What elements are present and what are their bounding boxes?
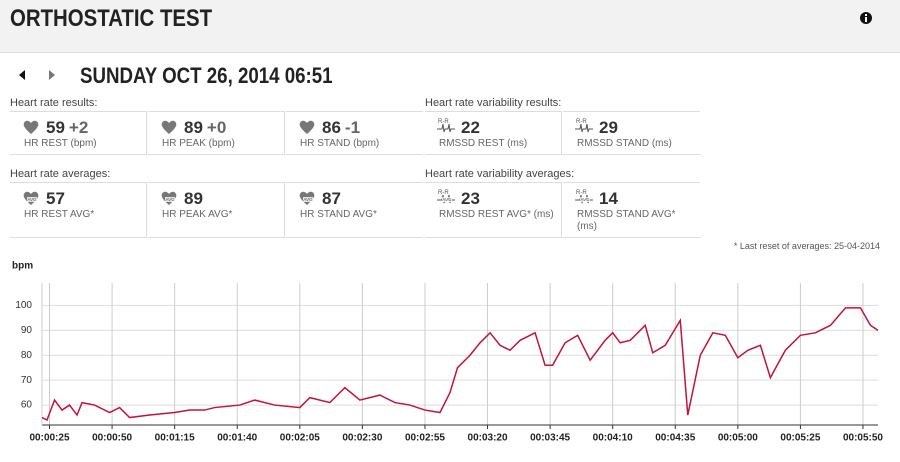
x-tick-label: 00:02:30	[342, 433, 382, 444]
metric-number: 86	[322, 118, 341, 137]
metric-label: HR PEAK AVG*	[162, 209, 233, 220]
metric-number: 87	[322, 189, 341, 208]
svg-text:AVG: AVG	[303, 197, 313, 202]
nav-arrows[interactable]	[16, 68, 60, 82]
svg-text:R-R: R-R	[438, 119, 449, 125]
x-tick-label: 00:01:15	[155, 433, 195, 444]
metric-label: HR REST AVG*	[24, 209, 95, 220]
metric-cell: 86 -1 HR STAND (bpm)	[286, 111, 423, 155]
metric-value: 86 -1	[322, 118, 360, 138]
section-title: Heart rate results:	[10, 97, 98, 109]
metric-number: 89	[184, 118, 203, 137]
metric-cell: 59 +2 HR REST (bpm)	[10, 111, 147, 155]
header-bar	[0, 0, 900, 53]
metric-delta: +0	[206, 118, 227, 137]
page-title: ORTHOSTATIC TEST	[10, 5, 213, 32]
x-tick-label: 00:00:25	[29, 433, 69, 444]
metric-cell: AVG 57 HR REST AVG*	[10, 182, 147, 238]
metric-number: 14	[599, 189, 618, 208]
session-date: SUNDAY OCT 26, 2014 06:51	[80, 63, 333, 88]
metric-label: HR REST (bpm)	[24, 138, 97, 149]
metric-cell: R-R 29 RMSSD STAND (ms)	[563, 111, 700, 155]
heart-icon	[23, 120, 39, 134]
metric-number: 23	[461, 189, 480, 208]
metric-value: 57	[46, 189, 65, 209]
metric-label: HR STAND (bpm)	[300, 138, 380, 149]
svg-text:AVG: AVG	[27, 197, 37, 202]
metric-cell: R-R 22 RMSSD REST (ms)	[425, 111, 562, 155]
metric-number: 57	[46, 189, 65, 208]
rr-icon: R-R	[575, 119, 593, 133]
y-axis-label: bpm	[12, 261, 33, 272]
section-title: Heart rate variability results:	[425, 97, 562, 109]
x-tick-label: 00:02:55	[405, 433, 445, 444]
rr-icon: R-R	[437, 119, 455, 133]
x-tick-label: 00:03:20	[468, 433, 508, 444]
x-tick-label: 00:04:10	[593, 433, 633, 444]
section-title: Heart rate variability averages:	[425, 168, 575, 180]
x-tick-label: 00:05:00	[718, 433, 758, 444]
x-tick-label: 00:05:25	[780, 433, 820, 444]
metric-label: RMSSD REST (ms)	[439, 138, 528, 149]
metric-delta: -1	[344, 118, 361, 137]
x-tick-label: 00:01:40	[217, 433, 257, 444]
metric-value: 59 +2	[46, 118, 88, 138]
metric-label: RMSSD STAND (ms)	[577, 138, 672, 149]
metric-number: 89	[184, 189, 203, 208]
metric-label: RMSSD STAND AVG* (ms)	[577, 209, 676, 232]
y-tick-label: 70	[21, 375, 33, 386]
metric-cell: AVG 89 HR PEAK AVG*	[148, 182, 285, 238]
info-icon[interactable]	[859, 11, 873, 25]
x-tick-label: 00:00:50	[92, 433, 132, 444]
x-tick-label: 00:03:45	[530, 433, 570, 444]
metric-value: 14	[599, 189, 618, 209]
heart-icon: AVG	[161, 191, 177, 205]
metric-value: 89 +0	[184, 118, 226, 138]
footnote: * Last reset of averages: 25-04-2014	[733, 241, 880, 251]
metric-cell: R-R AVG 23 RMSSD REST AVG* (ms)	[425, 182, 562, 238]
metric-delta: +2	[68, 118, 89, 137]
metric-value: 23	[461, 189, 480, 209]
metric-value: 89	[184, 189, 203, 209]
svg-text:AVG: AVG	[165, 197, 175, 202]
x-tick-label: 00:02:05	[280, 433, 320, 444]
metric-cell: 89 +0 HR PEAK (bpm)	[148, 111, 285, 155]
metric-label: RMSSD REST AVG* (ms)	[439, 209, 554, 220]
y-tick-label: 80	[21, 350, 33, 361]
metric-number: 29	[599, 118, 618, 137]
heart-icon	[161, 120, 177, 134]
section-title: Heart rate averages:	[10, 168, 111, 180]
heart-icon: AVG	[23, 191, 39, 205]
y-tick-label: 90	[21, 325, 33, 336]
metric-cell: AVG 87 HR STAND AVG*	[286, 182, 423, 238]
heart-icon	[299, 120, 315, 134]
data-line	[41, 307, 879, 422]
metric-number: 59	[46, 118, 65, 137]
x-tick-label: 00:05:50	[843, 433, 883, 444]
metric-value: 87	[322, 189, 341, 209]
svg-text:R-R: R-R	[576, 190, 587, 196]
svg-text:R-R: R-R	[438, 190, 449, 196]
heart-icon: AVG	[299, 191, 315, 205]
y-tick-label: 60	[21, 400, 33, 411]
x-tick-label: 00:04:35	[655, 433, 695, 444]
metric-label: HR PEAK (bpm)	[162, 138, 235, 149]
metric-cell: R-R AVG 14 RMSSD STAND AVG* (ms)	[563, 182, 700, 238]
svg-text:AVG: AVG	[580, 197, 590, 202]
svg-text:AVG: AVG	[442, 197, 452, 202]
metric-label: HR STAND AVG*	[300, 209, 377, 220]
y-tick-label: 100	[15, 300, 32, 311]
metric-number: 22	[461, 118, 480, 137]
metric-value: 22	[461, 118, 480, 138]
svg-text:R-R: R-R	[576, 119, 587, 125]
metric-value: 29	[599, 118, 618, 138]
